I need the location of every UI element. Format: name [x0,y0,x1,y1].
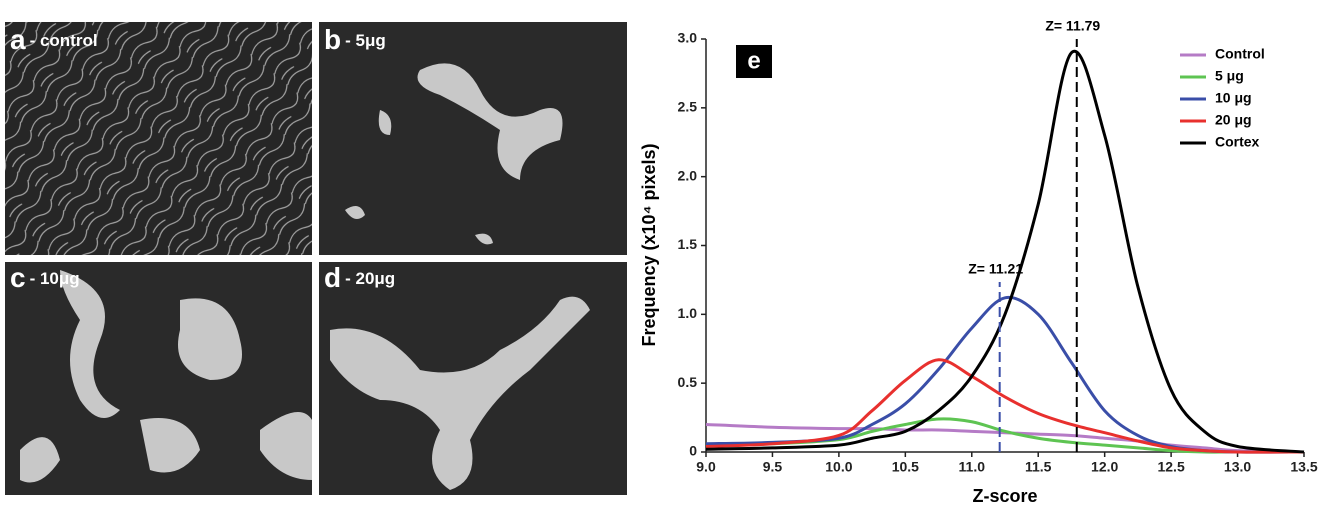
annotation-label: Z= 11.79 [1045,18,1100,34]
annotation-label: Z= 11.21 [968,261,1023,277]
legend-label: Cortex [1215,134,1260,150]
x-tick-label: 11.0 [959,459,986,475]
legend-label: 20 μg [1215,112,1252,128]
x-tick-label: 12.0 [1091,459,1118,475]
legend-label: 5 μg [1215,68,1244,84]
panel-letter: b [324,24,341,55]
x-tick-label: 9.5 [763,459,783,475]
y-tick-label: 0.5 [678,374,698,390]
series-line [705,49,1305,454]
series-line [705,417,1304,454]
micrograph-d-bone [330,296,590,490]
micrograph-b [319,22,627,255]
y-tick-label: 1.5 [678,236,698,252]
panel-label: a- control [10,24,98,55]
micrograph-a-texture [5,22,312,255]
chart-panel-label: e [747,47,760,74]
panel-letter: c [10,262,26,293]
series-line [705,358,1305,454]
panel-label: d- 20μg [324,262,395,293]
x-tick-label: 10.0 [825,459,852,475]
panel-label: b- 5μg [324,24,386,55]
panel-caption: - 5μg [345,31,386,50]
y-tick-label: 0 [689,443,697,459]
panel-caption: - 10μg [30,269,80,288]
panel-caption: - 20μg [345,269,395,288]
x-tick-label: 13.5 [1290,459,1317,475]
micrographs [5,22,627,495]
x-tick-label: 9.0 [696,459,716,475]
y-axis-label: Frequency (x10⁴ pixels) [639,144,659,347]
panel-letter: a [10,24,26,55]
x-tick-label: 11.5 [1025,459,1052,475]
micrograph-c-bone [20,270,312,483]
micrograph-b-bone [345,63,563,245]
y-tick-label: 3.0 [678,30,698,46]
chart-panel-badge [736,45,772,78]
y-tick-label: 2.5 [678,99,698,115]
panel-caption: - control [30,31,98,50]
legend-label: Control [1215,46,1265,62]
x-tick-label: 10.5 [892,459,919,475]
panel-letter: d [324,262,341,293]
x-tick-label: 13.0 [1224,459,1251,475]
legend-label: 10 μg [1215,90,1252,106]
y-tick-label: 1.0 [678,305,698,321]
x-tick-label: 12.5 [1157,459,1184,475]
x-axis-label: Z-score [972,486,1037,506]
y-tick-label: 2.0 [678,167,698,183]
panel-label: c- 10μg [10,262,80,293]
